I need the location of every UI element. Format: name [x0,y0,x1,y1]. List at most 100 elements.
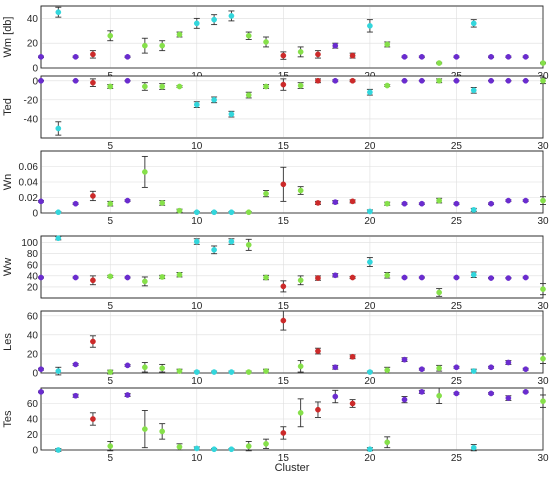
data-point [228,369,235,375]
plot-frame [40,310,544,374]
plot-area [40,235,544,299]
data-point [193,101,200,108]
data-point [384,82,391,89]
data-point [55,125,62,132]
data-point [159,200,166,206]
data-point [228,111,235,118]
data-point [436,77,442,84]
data-point [38,274,44,281]
data-point [505,275,512,281]
data-point [453,53,460,60]
data-point [280,81,287,88]
x-tick-label: 25 [451,376,463,387]
data-point [332,199,339,205]
data-point [228,209,235,216]
y-tick-label: 20 [27,282,39,293]
x-tick-label: 25 [451,216,463,227]
data-point [332,42,339,49]
data-point [211,96,217,103]
x-tick-label: 10 [191,216,203,227]
data-point [453,200,460,207]
data-point [263,83,269,90]
data-point [470,271,477,278]
x-tick-label: 20 [364,141,376,152]
data-point [332,272,339,279]
data-point [228,446,235,453]
data-point [72,392,79,399]
y-axis-label: Wm [db] [2,17,14,58]
x-tick-label: 5 [107,453,113,464]
data-point [315,77,321,84]
plot-frame [40,5,544,69]
data-point [315,51,321,58]
x-tick-label: 15 [278,376,290,387]
plot-frame [40,235,544,299]
data-point [263,39,269,45]
data-point [107,369,114,375]
data-point [505,53,512,60]
y-tick-label: 60 [27,311,39,322]
y-tick-label: 0 [32,209,38,220]
data-point [142,42,148,49]
data-point [488,275,494,281]
data-point [349,400,356,407]
data-point [505,197,512,204]
plot-frame [40,150,544,214]
y-tick-label: 0 [32,369,38,380]
x-tick-label: 25 [451,141,463,152]
panel-les: 0 20 40 60 Les 5 10 15 20 25 30 [2,310,549,387]
data-point [107,32,114,39]
data-point [470,444,477,451]
data-point [522,197,529,204]
data-point [280,52,287,59]
data-point [263,190,269,197]
x-tick-label: 25 [451,301,463,312]
data-point [332,393,339,400]
data-point [176,368,183,374]
data-point [124,274,131,281]
data-point [72,274,79,281]
data-point [453,390,460,397]
data-point [297,363,304,370]
data-point [418,389,425,395]
data-point [245,209,252,216]
data-point [522,274,529,281]
data-point [540,77,546,84]
x-tick-label: 30 [537,141,549,152]
data-point [297,277,304,284]
data-point [349,77,356,84]
data-point [228,13,235,19]
data-point [522,53,529,60]
data-point [297,187,304,194]
data-point [72,200,79,207]
data-point [245,92,252,98]
y-axis-label: Ww [2,258,14,276]
data-point [297,409,304,416]
data-point [72,77,79,84]
data-point [349,52,356,59]
data-point [488,200,494,207]
x-tick-label: 15 [278,216,290,227]
data-point [280,430,287,436]
data-point [142,83,148,90]
data-point [142,426,148,432]
data-point [401,77,408,84]
data-point [470,20,477,27]
y-tick-label: 40 [27,271,39,282]
x-tick-label: 10 [191,376,203,387]
data-point [176,83,183,90]
data-point [349,198,356,205]
data-point [470,207,477,213]
plot-area [40,75,544,139]
data-point [193,369,200,375]
x-tick-label: 30 [537,216,549,227]
data-point [245,32,252,39]
data-point [193,209,200,216]
data-point [245,443,252,449]
data-point [124,197,131,204]
x-tick-label: 30 [537,453,549,464]
y-tick-label: 0 [32,64,38,75]
data-point [280,283,287,290]
data-point [401,53,408,60]
